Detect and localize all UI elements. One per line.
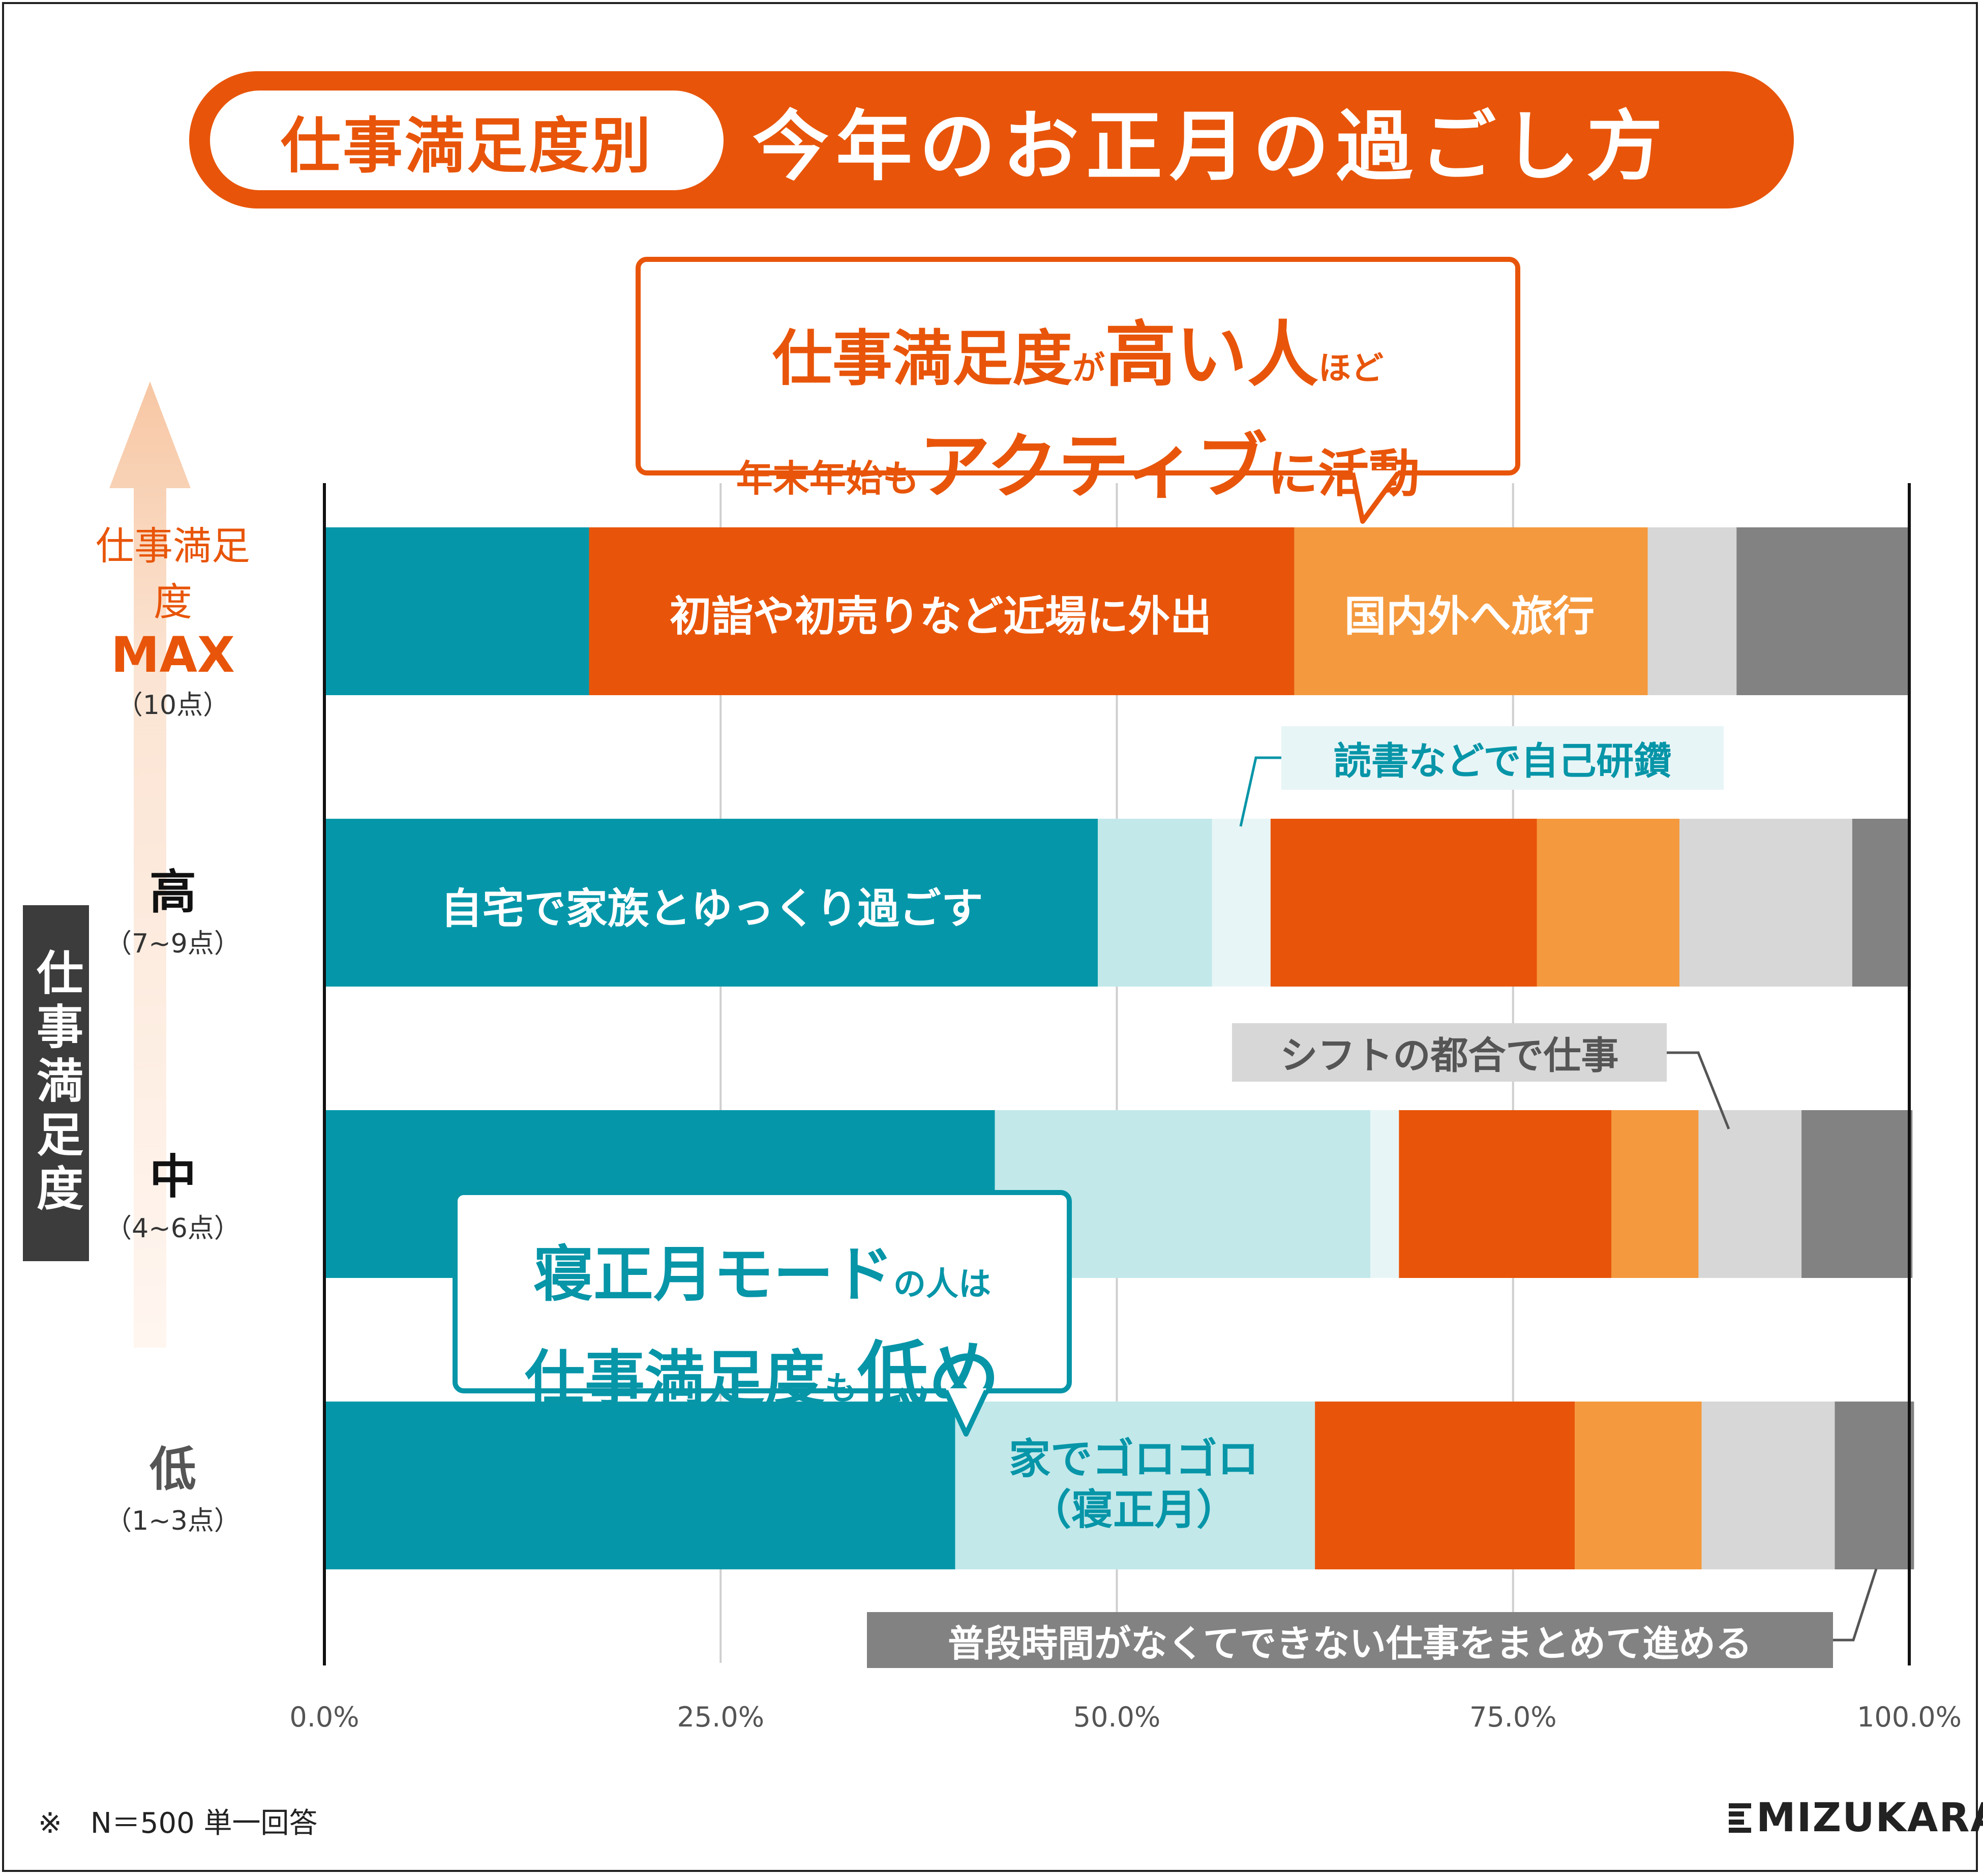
bar-segment-r1-s4 <box>1537 819 1680 987</box>
x-tick-label-2: 50.0% <box>1073 1701 1161 1733</box>
leader-shift <box>1667 1051 1730 1129</box>
callout-bottom-text-c: 仕事満足度 <box>524 1344 825 1414</box>
callout-high-satisfaction: 仕事満足度が高い人ほど 年末年始もアクティブに活動 <box>636 257 1520 509</box>
callout-top-text-f: アクティブ <box>919 426 1268 509</box>
row-label-low-points: （1~3点） <box>105 1506 241 1536</box>
label-family: 自宅で家族とゆっくり過ごす <box>440 885 983 933</box>
leader-work <box>1833 1568 1878 1642</box>
page-title: 今年のお正月の過ごし方 <box>753 102 1670 191</box>
up-arrow-icon <box>109 381 191 1348</box>
bar-segment-r3-s4 <box>1575 1402 1702 1569</box>
leader-study <box>1239 756 1281 827</box>
label-study: 読書などで自己研鑽 <box>1281 726 1724 790</box>
callout-bottom-text-d: も <box>825 1370 857 1408</box>
bar-segment-r0-s3 <box>589 527 1295 695</box>
label-work: 普段時間がなくてできない仕事をまとめて進める <box>867 1612 1833 1668</box>
bar-segment-r3-s5 <box>1701 1402 1835 1569</box>
callout-bottom-pointer <box>943 1388 989 1437</box>
bar-segment-r3-s0 <box>324 1402 955 1569</box>
bar-segment-r1-s5 <box>1679 819 1852 987</box>
label-lazy-2: （寝正月） <box>1029 1486 1238 1534</box>
callout-bottom-text-a: 寝正月モード <box>533 1239 893 1309</box>
bar-segment-r0-s5 <box>1647 527 1737 695</box>
bar-segment-r2-s3 <box>1399 1110 1612 1278</box>
bar-segment-r2-s6 <box>1801 1110 1913 1278</box>
row-label-low: 低 （1~3点） <box>81 1432 264 1537</box>
callout-bottom-text-b: の人は <box>893 1266 991 1303</box>
callout-low-satisfaction: 寝正月モードの人は 仕事満足度も低め <box>453 1190 1072 1417</box>
x-tick-label-1: 25.0% <box>677 1701 764 1733</box>
row-label-max-points: （10点） <box>116 690 230 721</box>
bar-segment-r1-s1 <box>1098 819 1212 987</box>
row-label-max-main: MAX <box>111 627 235 683</box>
bar-segment-r1-s2 <box>1212 819 1271 987</box>
label-shift: シフトの都合で仕事 <box>1232 1023 1667 1082</box>
row-label-mid-points: （4~6点） <box>105 1213 241 1244</box>
brand-logo: MIZUKARA <box>1729 1795 1983 1841</box>
bar-segment-r3-s3 <box>1315 1402 1575 1569</box>
row-label-mid: 中 （4~6点） <box>81 1139 264 1245</box>
x-tick-label-0: 0.0% <box>289 1701 359 1733</box>
callout-top-text-b: が <box>1072 350 1105 388</box>
bar-segment-r2-s4 <box>1611 1110 1699 1278</box>
label-lazy-1: 家でゴロゴロ <box>1008 1435 1259 1483</box>
brand-mark-icon <box>1729 1803 1751 1833</box>
row-label-max-top: 仕事満足度 <box>96 523 250 624</box>
bar-segment-r0-s0 <box>324 527 589 695</box>
row-label-high-points: （7~9点） <box>105 929 241 959</box>
row-label-high: 高 （7~9点） <box>81 854 264 960</box>
callout-top-text-a: 仕事満足度 <box>772 323 1072 394</box>
footnote: ※ N＝500 単一回答 <box>38 1807 318 1840</box>
bar-segment-r1-s0 <box>324 819 1098 987</box>
callout-top-text-c: 高い人 <box>1105 314 1319 397</box>
title-tag: 仕事満足度別 <box>210 91 724 190</box>
bar-segment-r2-s5 <box>1698 1110 1802 1278</box>
row-label-high-main: 高 <box>149 865 196 919</box>
bar-segment-r1-s3 <box>1270 819 1537 987</box>
bar-segment-r3-s1 <box>955 1402 1315 1569</box>
callout-top-text-d: ほど <box>1318 350 1384 388</box>
label-outing: 初詣や初売りなど近場に外出 <box>669 592 1212 641</box>
row-label-low-main: 低 <box>149 1442 196 1497</box>
callout-top-pointer <box>1353 470 1401 524</box>
bar-segment-r2-s2 <box>1370 1110 1399 1278</box>
x-tick-label-4: 100.0% <box>1857 1701 1962 1733</box>
row-label-mid-main: 中 <box>149 1150 196 1204</box>
x-tick-label-3: 75.0% <box>1469 1701 1557 1733</box>
brand-name: MIZUKARA <box>1756 1795 1983 1841</box>
row-label-max: 仕事満足度 MAX （10点） <box>81 515 264 722</box>
bar-segment-r1-s6 <box>1852 819 1911 987</box>
callout-top-text-e: 年末年始も <box>736 457 919 500</box>
bar-segment-r0-s4 <box>1294 527 1648 695</box>
label-lazy: 家でゴロゴロ （寝正月） <box>956 1434 1312 1536</box>
label-travel: 国内外へ旅行 <box>1344 592 1595 641</box>
bar-segment-r3-s6 <box>1835 1402 1914 1569</box>
y-axis-title: 仕事満足度 <box>23 905 89 1261</box>
bar-segment-r0-s6 <box>1736 527 1909 695</box>
